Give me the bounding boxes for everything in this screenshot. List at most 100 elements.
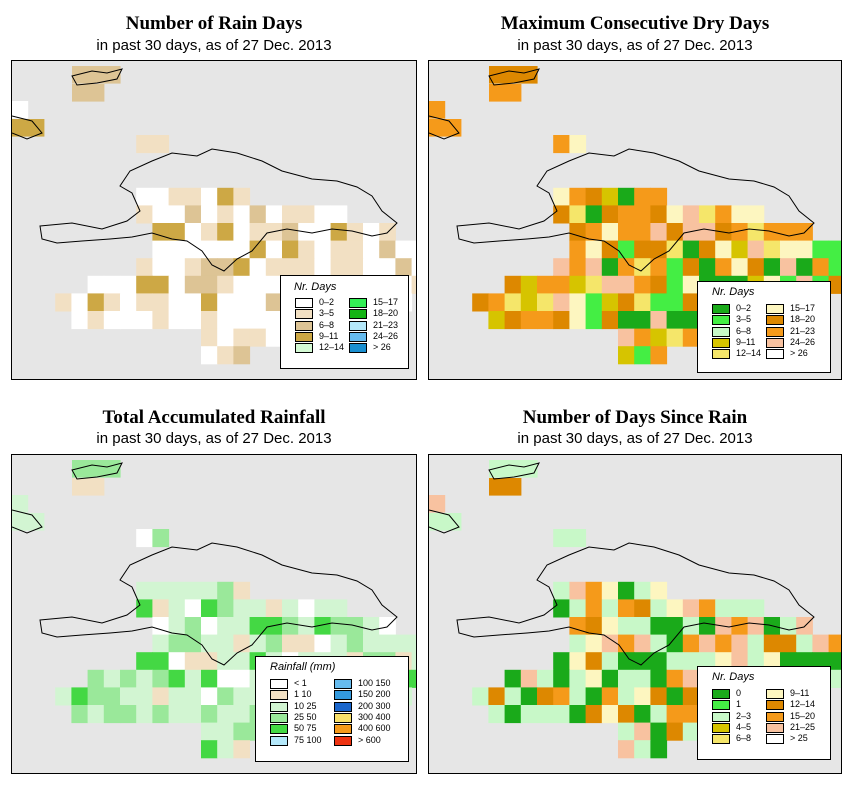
legend-swatch	[712, 700, 730, 711]
grid-cell	[666, 599, 684, 618]
grid-cell	[780, 634, 797, 653]
grid-cell	[666, 617, 684, 636]
grid-cell	[71, 293, 89, 312]
legend-swatch	[766, 722, 784, 733]
grid-cell	[537, 293, 554, 312]
grid-cell	[666, 275, 684, 294]
grid-cell	[618, 346, 635, 365]
grid-cell	[152, 135, 170, 154]
grid-cell	[249, 328, 267, 347]
grid-cell	[346, 634, 364, 653]
grid-cell	[812, 240, 830, 259]
grid-cell	[504, 275, 522, 294]
grid-cell	[168, 599, 186, 618]
grid-cell	[699, 205, 716, 224]
grid-cell	[682, 293, 700, 312]
grid-cell	[569, 581, 587, 600]
grid-cell	[152, 529, 170, 548]
grid-cell	[569, 275, 587, 294]
legend-label: 6–8	[736, 325, 752, 336]
legend-label: 3–5	[736, 314, 752, 325]
grid-cell	[472, 687, 489, 706]
grid-cell	[152, 293, 170, 312]
grid-cell	[282, 634, 299, 653]
grid-cell	[618, 293, 635, 312]
grid-cell	[553, 581, 570, 600]
island-path	[12, 115, 43, 140]
grid-cell	[201, 634, 218, 653]
grid-cell	[666, 293, 684, 312]
grid-cell	[217, 258, 234, 277]
grid-cell	[249, 617, 267, 636]
grid-cell	[103, 669, 121, 688]
grid-cell	[249, 293, 267, 312]
legend-swatch	[334, 701, 352, 712]
grid-cell	[249, 205, 267, 224]
grid-cell	[363, 258, 380, 277]
grid-cell	[217, 617, 234, 636]
grid-cell	[12, 495, 29, 513]
grid-cell	[363, 617, 380, 636]
grid-cell	[650, 599, 668, 618]
grid-cell	[265, 205, 283, 224]
grid-cell	[520, 705, 538, 724]
grid-cell	[731, 634, 749, 653]
grid-cell	[136, 599, 153, 618]
grid-cell	[504, 311, 522, 330]
grid-cell	[233, 652, 251, 671]
grid-cell	[747, 258, 765, 277]
legend-swatch	[334, 735, 352, 746]
grid-cell	[553, 599, 570, 618]
grid-cell	[585, 258, 603, 277]
grid-cell	[265, 599, 283, 618]
grid-cell	[601, 705, 619, 724]
grid-cell	[682, 669, 700, 688]
grid-cell	[168, 205, 186, 224]
grid-cell	[249, 311, 267, 330]
grid-cell	[314, 223, 332, 242]
grid-cell	[601, 275, 619, 294]
grid-cell	[650, 275, 668, 294]
grid-cell	[201, 705, 218, 724]
legend-swatch	[295, 309, 313, 320]
grid-cell	[217, 240, 234, 259]
legend-swatch	[295, 320, 313, 331]
grid-cell	[634, 346, 651, 365]
legend-label: 12–14	[736, 348, 762, 359]
grid-cell	[233, 187, 251, 206]
legend-label: 25 50	[294, 711, 317, 722]
grid-cell	[233, 223, 251, 242]
grid-cell	[233, 328, 251, 347]
legend-swatch	[766, 349, 784, 360]
grid-cell	[634, 652, 651, 671]
legend-label: 18–20	[373, 308, 399, 319]
legend-swatch	[295, 343, 313, 354]
grid-cell	[618, 687, 635, 706]
grid-cell	[489, 66, 538, 84]
grid-cell	[553, 205, 570, 224]
grid-cell	[71, 311, 89, 330]
grid-cell	[537, 311, 554, 330]
legend-label: 10 25	[294, 700, 317, 711]
grid-cell	[201, 328, 218, 347]
grid-cell	[731, 652, 749, 671]
grid-cell	[120, 687, 137, 706]
grid-cell	[601, 687, 619, 706]
grid-cell	[699, 258, 716, 277]
legend-swatch	[270, 712, 288, 723]
grid-cell	[217, 311, 234, 330]
grid-cell	[217, 722, 234, 741]
grid-cell	[217, 705, 234, 724]
grid-cell	[282, 599, 299, 618]
grid-cell	[634, 740, 651, 759]
grid-cell	[298, 205, 315, 224]
grid-cell	[184, 634, 202, 653]
grid-cell	[282, 617, 299, 636]
grid-cell	[282, 223, 299, 242]
grid-cell	[298, 258, 315, 277]
legend-swatch	[766, 689, 784, 699]
legend-swatch	[295, 331, 313, 342]
grid-cell	[87, 293, 105, 312]
grid-cell	[411, 240, 416, 259]
